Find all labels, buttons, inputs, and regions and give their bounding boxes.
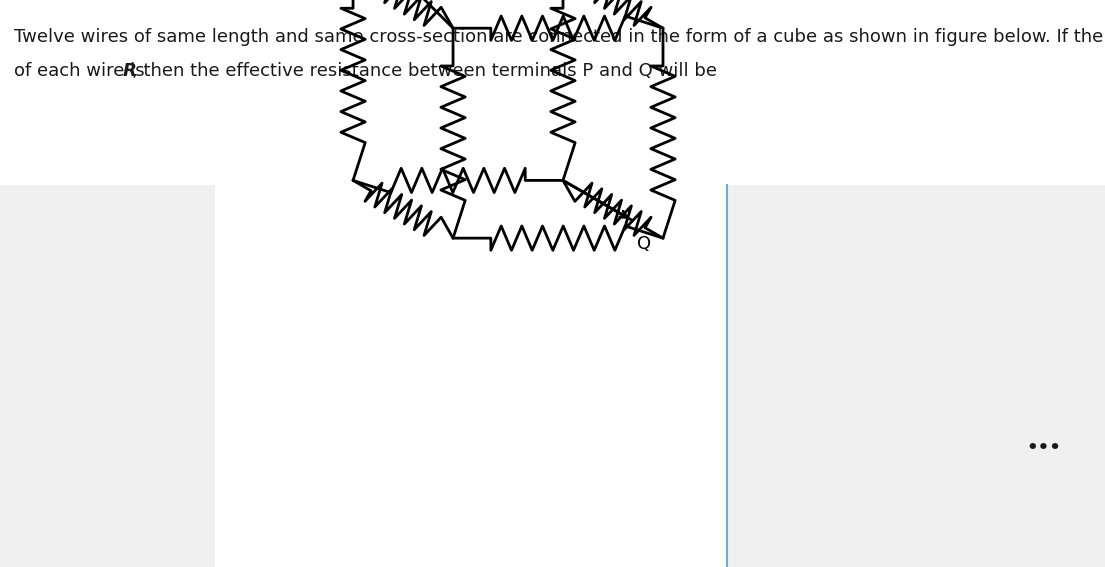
Text: R: R: [123, 62, 137, 80]
Text: of each wire is: of each wire is: [14, 62, 150, 80]
Text: Q: Q: [638, 235, 652, 253]
Text: •••: •••: [1027, 439, 1062, 457]
Bar: [0, 185, 215, 567]
Text: Twelve wires of same length and same cross-section are connected in the form of : Twelve wires of same length and same cro…: [14, 28, 1105, 46]
Text: , then the effective resistance between terminals P and Q will be: , then the effective resistance between …: [131, 62, 717, 80]
Bar: [727, 185, 1105, 567]
